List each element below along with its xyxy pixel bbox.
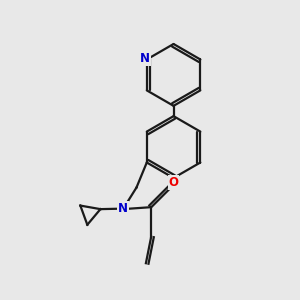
Text: N: N	[140, 52, 150, 65]
Text: N: N	[118, 202, 128, 215]
Text: O: O	[169, 176, 179, 189]
